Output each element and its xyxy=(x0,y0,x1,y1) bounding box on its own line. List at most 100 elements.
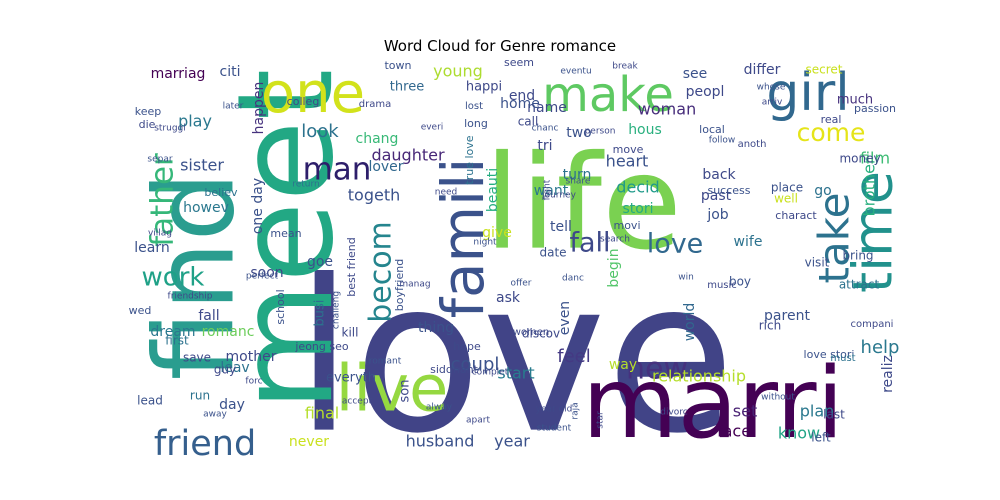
word-mark: journey xyxy=(541,191,576,201)
word-mark: raja xyxy=(571,402,581,419)
word-mark: marri xyxy=(582,347,844,461)
word-mark: women xyxy=(513,327,550,338)
word-mark: need xyxy=(435,188,458,198)
word-mark: happi xyxy=(466,80,502,95)
word-mark: must xyxy=(830,353,855,364)
word-mark: end xyxy=(509,88,535,104)
word-mark: friendship xyxy=(168,292,213,302)
word-mark: set xyxy=(733,402,757,421)
word-mark: romant xyxy=(369,357,402,367)
word-mark: money xyxy=(839,152,880,166)
word-mark: lead xyxy=(137,394,163,408)
word-mark: fight xyxy=(543,179,553,200)
word-mark: eventu xyxy=(560,67,591,77)
word-mark: daughter xyxy=(371,146,445,165)
word-mark: want xyxy=(534,183,569,199)
word-mark: secret xyxy=(806,63,843,77)
word-mark: play xyxy=(178,112,212,131)
word-mark: alway xyxy=(426,403,453,413)
word-mark: wife xyxy=(734,234,763,250)
word-mark: save xyxy=(183,351,211,365)
word-mark: best friend xyxy=(345,237,358,296)
word-mark: see xyxy=(683,66,708,82)
word-mark: share xyxy=(566,177,591,187)
word-mark: even xyxy=(557,301,573,335)
word-mark: divorc xyxy=(660,408,688,418)
word-mark: time xyxy=(842,171,905,293)
word-mark: man xyxy=(303,152,372,188)
word-mark: later xyxy=(223,102,244,112)
word-mark: citi xyxy=(220,64,241,80)
word-mark: happen xyxy=(251,82,267,135)
word-mark: know xyxy=(778,424,820,443)
word-mark: rich xyxy=(759,319,781,333)
word-mark: success xyxy=(707,184,750,197)
word-mark: meet xyxy=(209,69,363,412)
word-mark: whose xyxy=(757,83,786,93)
word-mark: forc xyxy=(245,377,262,387)
word-mark: thing xyxy=(418,320,454,336)
word-mark: night xyxy=(473,238,497,248)
word-mark: peopl xyxy=(686,84,725,100)
word-mark: mother xyxy=(226,349,277,365)
word-mark: visit xyxy=(805,256,830,270)
word-mark: true love xyxy=(463,135,476,184)
word-mark: challeng xyxy=(332,291,342,329)
word-mark: find xyxy=(130,172,258,381)
word-mark: love stori xyxy=(804,348,855,361)
word-mark: complet xyxy=(472,368,509,378)
word-mark: go xyxy=(814,183,831,199)
word-mark: take xyxy=(810,193,859,284)
word-mark: perfect xyxy=(246,272,279,282)
word-mark: learn xyxy=(134,240,169,256)
word-mark: brother xyxy=(860,157,879,216)
word-mark: world xyxy=(682,303,698,342)
word-mark: live xyxy=(336,353,449,427)
word-mark: lost xyxy=(465,101,483,112)
word-mark: tell xyxy=(550,219,572,235)
word-mark: tri xyxy=(537,138,552,154)
word-mark: way xyxy=(609,357,637,373)
word-mark: bring xyxy=(842,249,873,263)
word-mark: marriag xyxy=(151,66,206,82)
word-mark: heart xyxy=(606,152,649,171)
word-mark: danc xyxy=(562,274,584,284)
word-mark: struggl xyxy=(154,124,186,134)
word-mark: past xyxy=(701,188,732,204)
word-mark: new xyxy=(626,352,688,387)
word-mark: son xyxy=(398,380,413,403)
word-mark: long xyxy=(464,117,488,130)
word-mark: discov xyxy=(522,327,560,341)
word-mark: work xyxy=(142,263,205,293)
word-mark: drama xyxy=(359,99,391,110)
word-mark: chang xyxy=(356,131,399,147)
word-mark: relationship xyxy=(652,367,746,386)
word-mark: date xyxy=(539,246,566,260)
word-mark: charact xyxy=(775,209,817,222)
word-mark: everi xyxy=(421,123,444,133)
word-mark: father xyxy=(145,153,181,247)
word-mark: stori xyxy=(623,201,654,217)
word-mark: young xyxy=(433,62,483,81)
word-mark: boyfriend xyxy=(393,259,406,311)
word-mark: year xyxy=(494,432,530,451)
word-mark: dream xyxy=(150,324,195,340)
word-mark: two xyxy=(566,125,592,141)
word-mark: one day xyxy=(250,178,266,234)
word-mark: hous xyxy=(628,122,662,138)
word-mark: offer xyxy=(511,279,532,289)
word-mark: name xyxy=(527,100,567,116)
word-mark: friend xyxy=(154,424,256,464)
word-mark: last xyxy=(823,408,845,422)
word-mark: feel xyxy=(557,346,591,367)
word-mark: believ xyxy=(204,186,238,199)
word-mark: kill xyxy=(342,326,359,340)
word-mark: without xyxy=(761,393,795,403)
word-mark: howev xyxy=(183,200,229,216)
word-mark: decid xyxy=(616,178,659,197)
word-mark: becom xyxy=(364,221,399,323)
word-mark: beauti xyxy=(485,168,501,212)
word-mark: move xyxy=(613,143,644,156)
